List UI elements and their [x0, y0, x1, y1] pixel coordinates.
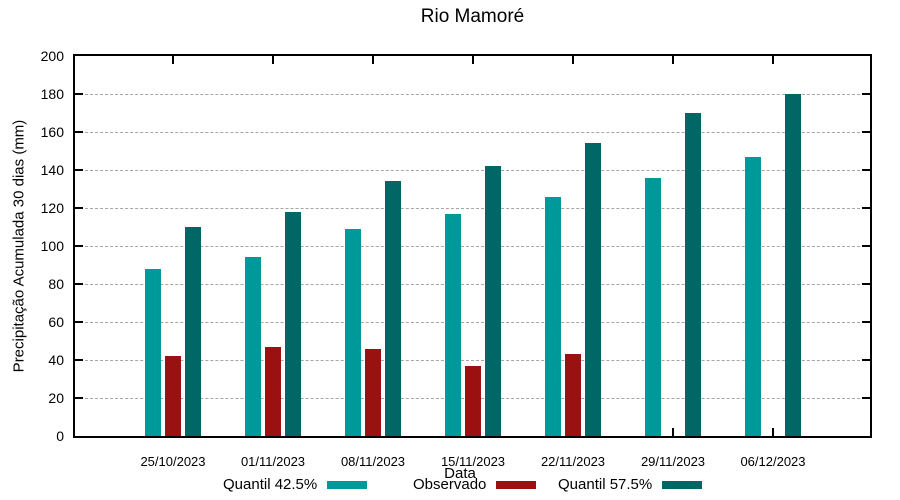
bar-quantil-57-5- [285, 211, 301, 436]
legend-item-observado: Observado [413, 476, 537, 493]
bar-quantil-42-5- [645, 177, 661, 436]
legend-label-quantil-57: Quantil 57.5% [558, 476, 653, 493]
x-tick-mark [772, 56, 774, 64]
legend-item-quantil-57: Quantil 57.5% [558, 476, 703, 493]
bar-quantil-57-5- [585, 143, 601, 436]
bar-quantil-57-5- [685, 113, 701, 436]
bar-observado [365, 348, 381, 436]
gridline [75, 283, 870, 285]
x-tick-mark [672, 56, 674, 64]
y-tick-label: 180 [40, 86, 64, 102]
legend-item-quantil-42: Quantil 42.5% [223, 476, 368, 493]
x-tick-mark [272, 56, 274, 64]
gridline [75, 131, 870, 133]
y-tick-label: 80 [48, 276, 64, 292]
y-tick-mark [862, 207, 870, 209]
gridline [75, 207, 870, 209]
legend-swatch-quantil-57 [662, 481, 703, 489]
y-tick-label: 120 [40, 200, 64, 216]
plot-area [73, 54, 872, 438]
gridline [75, 93, 870, 95]
bar-quantil-42-5- [745, 156, 761, 436]
bar-quantil-42-5- [445, 213, 461, 436]
y-tick-mark [862, 321, 870, 323]
y-tick-mark [862, 245, 870, 247]
x-tick-label: 08/11/2023 [340, 454, 406, 469]
bar-observado [465, 365, 481, 436]
legend-label-quantil-42: Quantil 42.5% [223, 476, 318, 493]
legend-swatch-quantil-42 [327, 481, 368, 489]
x-tick-label: 22/11/2023 [540, 454, 606, 469]
y-tick-mark [75, 169, 83, 171]
x-tick-mark [472, 56, 474, 64]
gridline [75, 359, 870, 361]
legend-label-observado: Observado [413, 476, 487, 493]
bar-quantil-42-5- [545, 196, 561, 436]
bar-quantil-42-5- [145, 268, 161, 436]
y-tick-mark [75, 93, 83, 95]
bar-quantil-57-5- [385, 181, 401, 436]
x-tick-mark [372, 56, 374, 64]
x-tick-label: 15/11/2023 [440, 454, 506, 469]
y-tick-label: 160 [40, 124, 64, 140]
y-tick-mark [862, 283, 870, 285]
gridline [75, 245, 870, 247]
chart-title: Rio Mamoré [420, 6, 525, 27]
gridline [75, 321, 870, 323]
y-tick-label: 0 [56, 428, 64, 444]
y-tick-label: 200 [40, 48, 64, 64]
bar-quantil-42-5- [245, 257, 261, 436]
x-tick-mark [172, 56, 174, 64]
y-tick-mark [862, 131, 870, 133]
x-tick-mark [672, 428, 674, 436]
y-tick-mark [75, 397, 83, 399]
bar-quantil-42-5- [345, 228, 361, 436]
bar-quantil-57-5- [185, 227, 201, 436]
y-tick-mark [862, 397, 870, 399]
gridline [75, 169, 870, 171]
y-tick-mark [75, 207, 83, 209]
y-tick-mark [75, 245, 83, 247]
y-tick-label: 140 [40, 162, 64, 178]
y-tick-label: 60 [48, 314, 64, 330]
plot-inner [75, 56, 870, 436]
y-tick-mark [862, 169, 870, 171]
bar-quantil-57-5- [485, 166, 501, 436]
y-tick-label: 100 [40, 238, 64, 254]
y-tick-mark [75, 283, 83, 285]
y-tick-mark [862, 93, 870, 95]
x-tick-label: 29/11/2023 [640, 454, 706, 469]
x-tick-label: 25/10/2023 [140, 454, 206, 469]
y-tick-mark [75, 359, 83, 361]
bar-quantil-57-5- [785, 94, 801, 436]
y-tick-mark [75, 321, 83, 323]
x-axis-label: Data [444, 465, 476, 482]
legend-swatch-observado [496, 481, 537, 489]
y-tick-mark [75, 131, 83, 133]
y-tick-mark [862, 359, 870, 361]
x-tick-mark [772, 428, 774, 436]
y-tick-label: 40 [48, 352, 64, 368]
x-tick-label: 06/12/2023 [740, 454, 806, 469]
y-tick-label: 20 [48, 390, 64, 406]
bar-observado [165, 356, 181, 436]
bar-observado [565, 354, 581, 436]
x-tick-mark [572, 56, 574, 64]
x-tick-label: 01/11/2023 [240, 454, 306, 469]
bar-observado [265, 346, 281, 436]
